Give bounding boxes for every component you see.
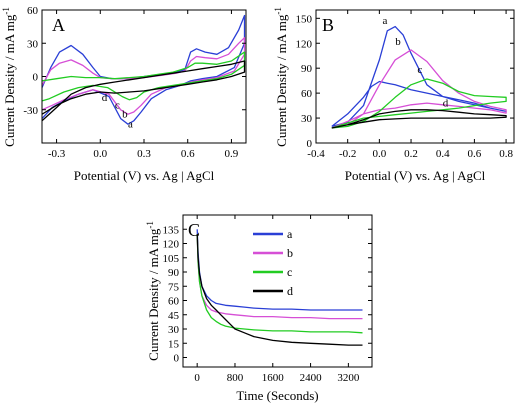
x-axis-label: Time (Seconds) <box>236 388 318 403</box>
x-tick-label: -0.2 <box>339 148 356 160</box>
y-tick-label: -30 <box>23 105 38 117</box>
x-tick-label: 0.4 <box>436 148 450 160</box>
legend-label-b: b <box>287 246 293 260</box>
series-line-d <box>196 233 363 346</box>
series-line-c <box>196 233 363 334</box>
x-tick-label: 0.6 <box>468 148 482 160</box>
series-label-b: b <box>395 36 401 48</box>
series-line-a <box>42 14 246 125</box>
y-tick-label: 60 <box>168 296 180 308</box>
x-tick-label: 0.2 <box>404 148 418 160</box>
x-tick-label: 0.3 <box>137 148 151 160</box>
y-tick-label: 150 <box>296 13 313 25</box>
y-tick-label: 15 <box>168 338 180 350</box>
series-label-d: d <box>102 92 108 104</box>
y-axis-label-sup: -1 <box>145 221 155 229</box>
x-tick-label: 800 <box>227 372 244 384</box>
panel-letter: C <box>188 220 200 240</box>
series-group <box>331 25 507 129</box>
chart-panel-C: 0 800 1600 2400 3200 0 15 30 45 60 75 90 105 120 135 Ti… <box>145 214 373 403</box>
series-line-b <box>331 49 507 129</box>
x-tick-label: 0.9 <box>225 148 239 160</box>
y-tick-label: 30 <box>27 38 39 50</box>
y-tick-label: 105 <box>163 253 180 265</box>
plot-frame <box>182 214 373 368</box>
y-tick-label: 30 <box>301 113 313 125</box>
x-tick-label: -0.4 <box>307 148 325 160</box>
chart-panel-B: ab c d -0.4 -0.2 0.0 0.2 0.4 0.6 0.8 0 30 60 90 120 150… <box>273 7 515 183</box>
x-tick-label: 0.0 <box>372 148 386 160</box>
series-group <box>42 14 246 125</box>
panel-letter: A <box>52 15 65 35</box>
y-tick-label: 120 <box>296 38 313 50</box>
y-tick-label: 30 <box>168 324 180 336</box>
y-tick-label: 90 <box>301 63 313 75</box>
legend-label-d: d <box>287 284 293 298</box>
series-line-a <box>331 25 507 128</box>
series-line-a <box>196 229 363 311</box>
y-tick-label: 0 <box>33 72 39 84</box>
y-tick-label: 45 <box>168 310 180 322</box>
x-tick-label: -0.3 <box>48 148 66 160</box>
series-label-a: a <box>383 15 388 27</box>
x-tick-label: 0 <box>194 372 200 384</box>
series-label-c: c <box>417 64 422 76</box>
series-line-c <box>331 78 507 129</box>
series-label-b: b <box>122 109 128 121</box>
series-line-d <box>331 109 507 129</box>
x-tick-label: 0.8 <box>499 148 513 160</box>
legend-label-c: c <box>287 265 292 279</box>
series-line-b <box>196 233 363 320</box>
y-tick-label: 135 <box>163 224 180 236</box>
y-axis-label-sup: -1 <box>273 7 283 15</box>
y-axis-label: Current Density / mA mg-1 <box>1 7 17 147</box>
y-tick-label: 90 <box>168 267 180 279</box>
plot-frame <box>315 9 515 144</box>
y-tick-label: 120 <box>163 239 180 251</box>
x-tick-label: 0.0 <box>93 148 107 160</box>
y-tick-label: 0 <box>307 138 313 150</box>
y-tick-label: 75 <box>168 281 180 293</box>
series-line-d <box>42 60 246 122</box>
series-label-a: a <box>128 118 133 130</box>
x-tick-label: 3200 <box>337 372 360 384</box>
x-axis-label: Potential (V) vs. Ag | AgCl <box>74 168 215 183</box>
y-tick-label: 0 <box>174 353 180 365</box>
y-axis-label-sup: -1 <box>1 7 11 15</box>
y-axis-label: Current Density / mA mg-1 <box>273 7 289 147</box>
legend-label-a: a <box>287 227 293 241</box>
series-group <box>196 229 363 346</box>
y-axis-label: Current Density / mA mg-1 <box>145 221 161 361</box>
series-label-d: d <box>443 97 449 109</box>
y-tick-label: 60 <box>27 5 39 17</box>
x-tick-label: 0.6 <box>181 148 195 160</box>
series-label-c: c <box>115 100 120 112</box>
y-tick-label: 60 <box>301 88 313 100</box>
x-tick-label: 1600 <box>262 372 285 384</box>
x-axis-label: Potential (V) vs. Ag | AgCl <box>345 168 486 183</box>
x-tick-label: 2400 <box>300 372 323 384</box>
panel-letter: B <box>322 15 334 35</box>
